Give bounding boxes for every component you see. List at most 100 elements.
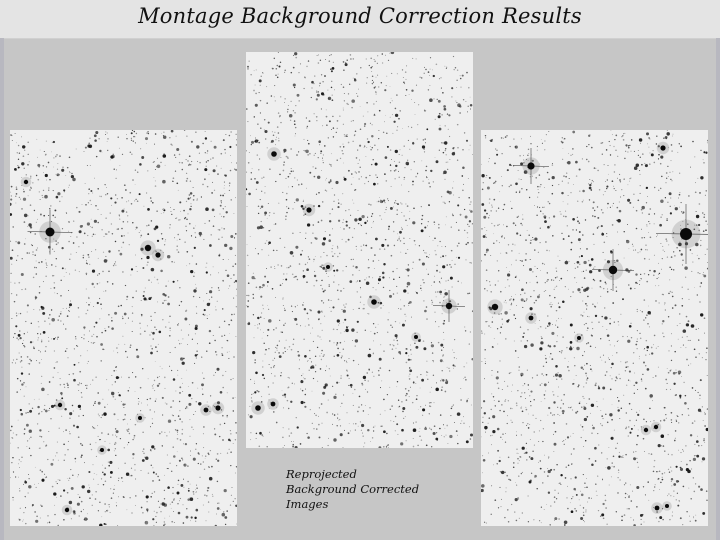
- faint-star: [563, 393, 565, 396]
- faint-star: [488, 417, 491, 419]
- faint-star: [56, 361, 58, 363]
- faint-star: [699, 301, 701, 303]
- faint-star: [303, 87, 305, 90]
- faint-star: [187, 480, 189, 483]
- faint-star: [565, 466, 567, 468]
- faint-star: [69, 273, 71, 275]
- medium-star: [195, 508, 199, 512]
- medium-star: [379, 301, 383, 305]
- faint-star: [285, 192, 288, 195]
- faint-star: [38, 398, 40, 400]
- faint-star: [506, 422, 508, 425]
- medium-star: [394, 113, 399, 118]
- faint-star: [23, 433, 26, 435]
- faint-star: [423, 148, 425, 150]
- faint-star: [359, 128, 362, 131]
- faint-star: [109, 442, 111, 444]
- medium-star: [278, 355, 282, 358]
- faint-star: [252, 293, 254, 296]
- faint-star: [55, 399, 58, 401]
- faint-star: [614, 261, 616, 264]
- faint-star: [331, 129, 332, 131]
- faint-star: [181, 457, 183, 459]
- medium-star: [299, 253, 303, 256]
- faint-star: [522, 214, 524, 216]
- faint-star: [450, 415, 452, 417]
- faint-star: [372, 426, 375, 428]
- faint-star: [30, 175, 32, 177]
- faint-star: [656, 236, 657, 238]
- faint-star: [550, 412, 552, 414]
- faint-star: [113, 370, 115, 372]
- faint-star: [539, 460, 542, 462]
- faint-star: [374, 425, 376, 427]
- faint-star: [567, 288, 569, 290]
- faint-star: [230, 319, 233, 321]
- faint-star: [181, 162, 183, 164]
- faint-star: [219, 423, 222, 426]
- faint-star: [364, 329, 366, 331]
- medium-star: [69, 412, 73, 416]
- faint-star: [611, 205, 613, 207]
- faint-star: [548, 457, 549, 459]
- faint-star: [29, 189, 31, 191]
- faint-star: [399, 110, 401, 112]
- medium-star: [187, 489, 190, 492]
- faint-star: [273, 411, 275, 413]
- faint-star: [109, 159, 111, 161]
- faint-star: [42, 189, 45, 192]
- faint-star: [614, 138, 616, 141]
- faint-star: [652, 506, 655, 509]
- faint-star: [299, 232, 301, 233]
- faint-star: [319, 82, 321, 85]
- faint-star: [551, 304, 553, 306]
- faint-star: [35, 360, 38, 362]
- faint-star: [120, 304, 122, 307]
- medium-star: [140, 247, 144, 251]
- faint-star: [491, 444, 492, 446]
- faint-star: [371, 213, 374, 215]
- faint-star: [536, 267, 538, 270]
- faint-star: [113, 168, 115, 170]
- faint-star: [21, 456, 23, 458]
- faint-star: [287, 105, 289, 106]
- faint-star: [580, 490, 582, 492]
- faint-star: [372, 81, 375, 83]
- faint-star: [610, 289, 612, 290]
- faint-star: [206, 317, 208, 320]
- faint-star: [154, 133, 157, 135]
- faint-star: [33, 209, 36, 212]
- faint-star: [614, 164, 616, 166]
- medium-star: [28, 485, 32, 489]
- medium-star: [61, 168, 65, 172]
- faint-star: [490, 291, 492, 293]
- faint-star: [229, 169, 232, 172]
- faint-star: [590, 412, 592, 414]
- faint-star: [648, 258, 650, 260]
- faint-star: [183, 443, 185, 445]
- faint-star: [363, 125, 366, 127]
- medium-star: [118, 394, 121, 397]
- faint-star: [666, 256, 669, 258]
- faint-star: [134, 254, 137, 256]
- faint-star: [405, 252, 407, 255]
- faint-star: [468, 197, 470, 199]
- faint-star: [582, 520, 584, 521]
- faint-star: [420, 77, 423, 79]
- faint-star: [618, 451, 620, 454]
- faint-star: [386, 75, 388, 77]
- faint-star: [646, 225, 648, 227]
- faint-star: [65, 429, 67, 431]
- faint-star: [496, 260, 498, 262]
- faint-star: [564, 477, 567, 479]
- faint-star: [264, 192, 266, 194]
- faint-star: [179, 392, 181, 394]
- faint-star: [557, 326, 559, 328]
- faint-star: [400, 202, 402, 204]
- faint-star: [131, 130, 134, 131]
- faint-star: [318, 318, 320, 320]
- faint-star: [293, 338, 295, 340]
- faint-star: [321, 201, 324, 203]
- faint-star: [543, 471, 546, 473]
- faint-star: [115, 177, 117, 180]
